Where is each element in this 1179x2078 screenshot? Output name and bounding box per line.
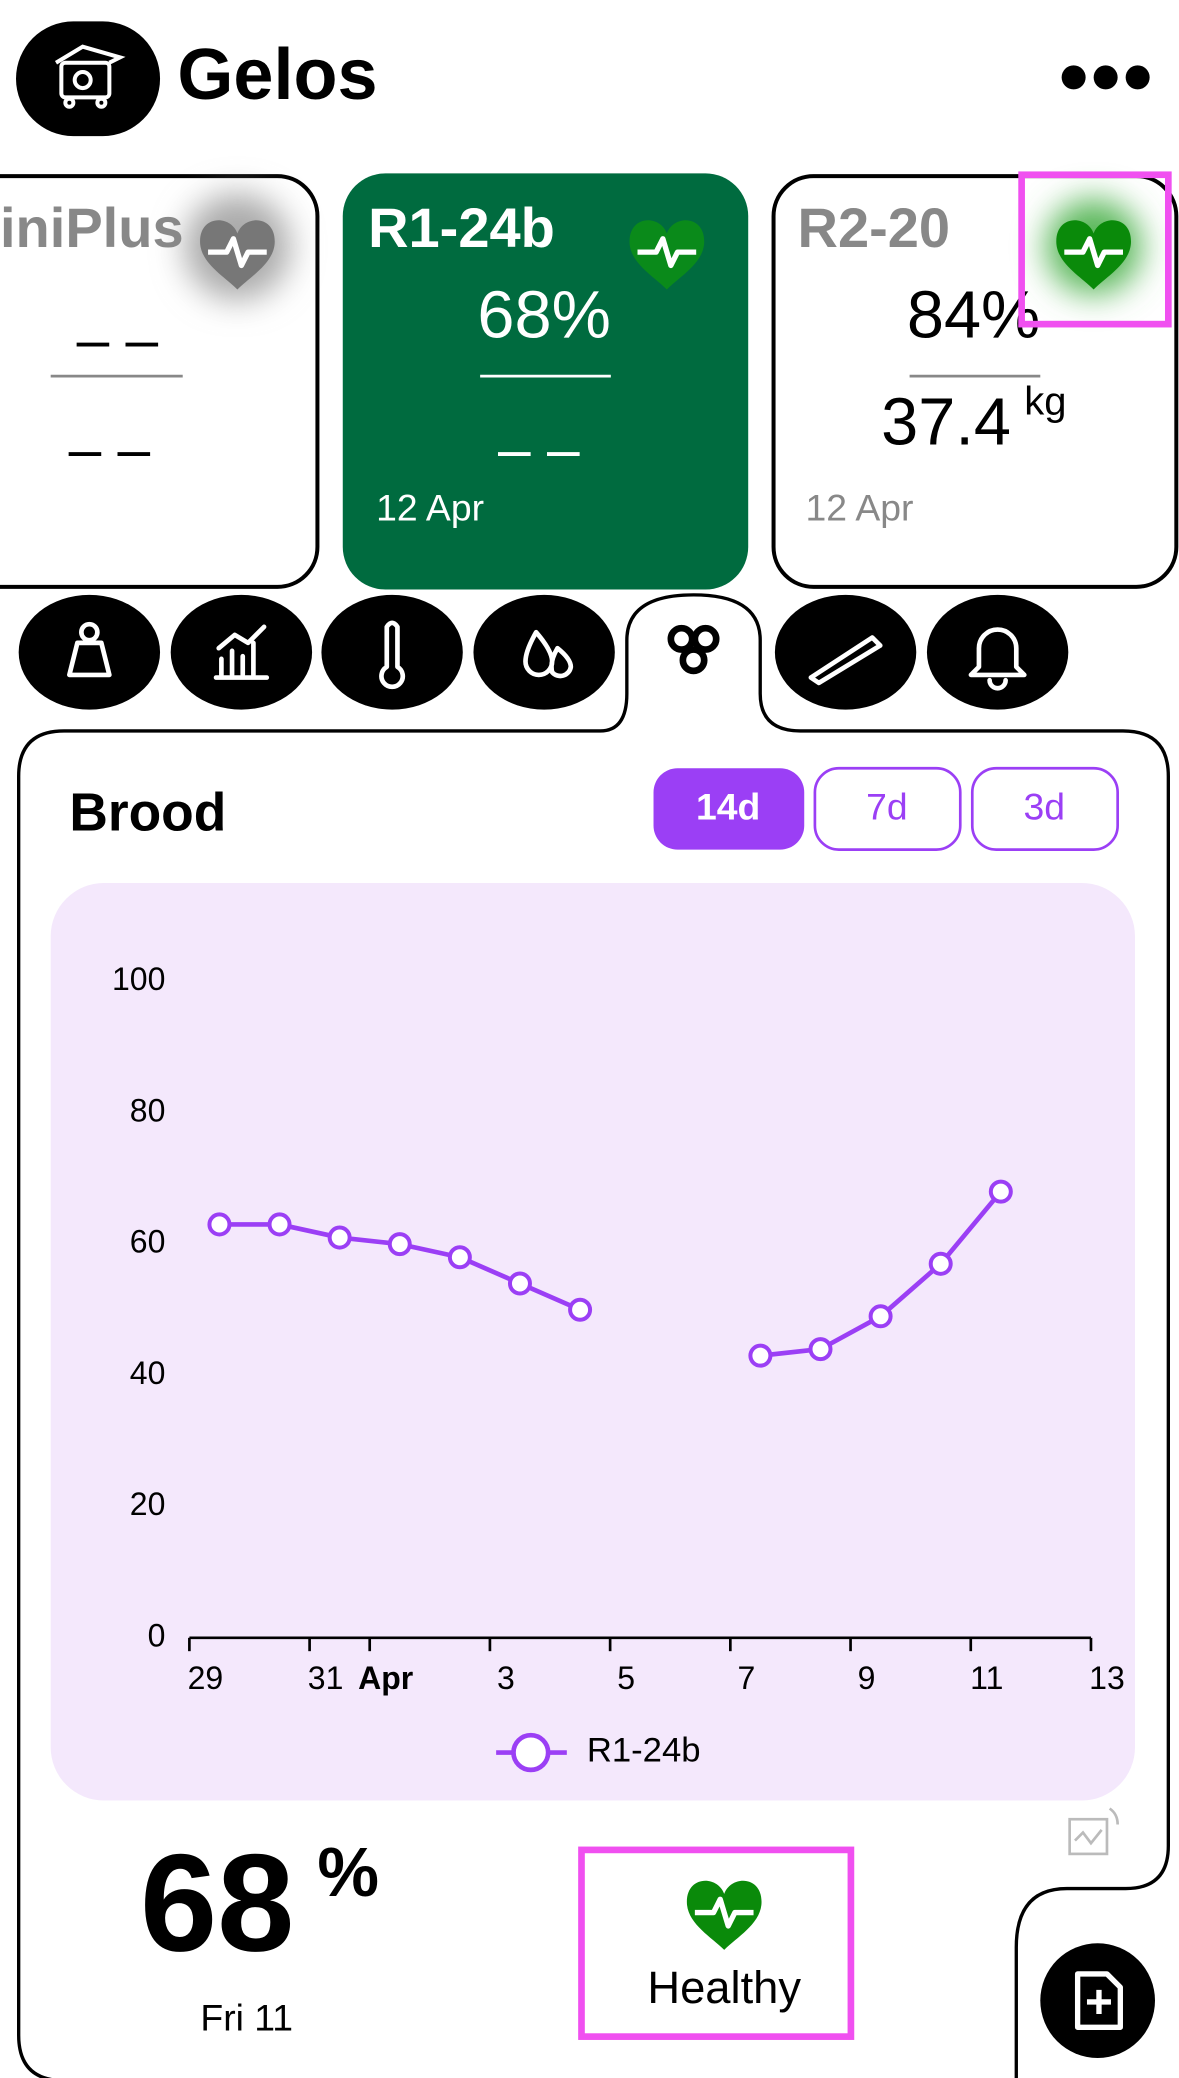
hive-value: 68%: [477, 279, 610, 353]
data-point: [928, 1251, 953, 1276]
range-button[interactable]: [970, 766, 1119, 851]
y-tick-label: 80: [130, 1092, 166, 1128]
data-point: [387, 1232, 412, 1257]
tab-weight[interactable]: [18, 594, 161, 710]
x-tick-label: 29: [188, 1660, 224, 1696]
data-point: [808, 1337, 833, 1362]
hive-date: 12 Apr: [806, 487, 914, 529]
logo[interactable]: [16, 21, 161, 137]
summary-unit: %: [317, 1833, 379, 1911]
chart-area: [50, 882, 1135, 1801]
tab-temperature[interactable]: [321, 594, 463, 710]
tab-brood[interactable]: [667, 624, 720, 675]
range-label: 14d: [696, 785, 760, 827]
data-point: [748, 1343, 773, 1368]
data-point: [988, 1179, 1013, 1204]
range-label: 7d: [866, 785, 908, 827]
x-tick-label: 11: [970, 1660, 1003, 1696]
x-tick-label: Apr: [358, 1660, 413, 1696]
legend-marker: [511, 1732, 551, 1773]
data-point: [207, 1212, 232, 1237]
hive-value: 84%: [907, 279, 1040, 353]
hive-value: – –: [77, 308, 159, 373]
x-tick-label: 7: [737, 1660, 755, 1696]
data-point: [447, 1245, 472, 1270]
highlight-box: [1018, 171, 1172, 328]
y-tick-label: 60: [130, 1224, 166, 1260]
status-label: Healthy: [647, 1962, 801, 2013]
data-point: [568, 1297, 593, 1322]
add-report-icon: [1074, 1971, 1123, 2030]
y-tick-label: 20: [130, 1486, 166, 1522]
y-tick-label: 100: [112, 961, 165, 997]
x-tick-label: 9: [858, 1660, 876, 1696]
hive-card-selected[interactable]: [342, 173, 749, 590]
weight-unit: kg: [1024, 380, 1066, 424]
summary-day: Fri 11: [200, 1996, 293, 2038]
tab-humidity[interactable]: [473, 594, 615, 710]
data-point: [267, 1212, 292, 1237]
hive-value: – –: [69, 417, 151, 482]
x-tick-label: 3: [497, 1660, 515, 1696]
heart-icon: [1045, 198, 1142, 295]
heart-icon: [184, 193, 291, 301]
report-icon[interactable]: [1068, 1807, 1119, 1856]
tab-icons: [67, 620, 1027, 691]
highlight-box: [578, 1846, 855, 2040]
tab-alerts[interactable]: [926, 594, 1069, 710]
hive-date: 12 Apr: [376, 487, 484, 529]
data-point: [868, 1304, 893, 1329]
range-button-active[interactable]: [653, 768, 805, 850]
legend-label: R1-24b: [587, 1732, 701, 1770]
hive-name: iniPlus: [0, 196, 184, 259]
hive-value: – –: [498, 417, 580, 482]
range-label: 3d: [1024, 785, 1066, 827]
app-title: Gelos: [177, 35, 377, 115]
menu-button[interactable]: [1061, 65, 1150, 90]
y-tick-label: 0: [148, 1617, 166, 1653]
hive-name: R1-24b: [368, 196, 555, 259]
y-tick-label: 40: [130, 1355, 166, 1391]
x-tick-label: 5: [617, 1660, 635, 1696]
x-tick-label: 13: [1089, 1660, 1125, 1696]
summary-value: 68: [140, 1826, 294, 1981]
logo-icon: [54, 44, 126, 109]
range-button[interactable]: [813, 766, 962, 851]
chart: 0 20 40 60 80 100 29 31 Apr 3 5 7 9 11 13 R1-24b: [112, 961, 1125, 1773]
hive-weight: 37.4: [881, 385, 1011, 459]
x-tick-label: 31: [308, 1660, 344, 1696]
data-point: [507, 1271, 532, 1296]
hive-name: R2-20: [798, 196, 951, 259]
tab-stats[interactable]: [170, 594, 313, 710]
panel-title: Brood: [69, 783, 226, 842]
data-point: [327, 1225, 352, 1250]
